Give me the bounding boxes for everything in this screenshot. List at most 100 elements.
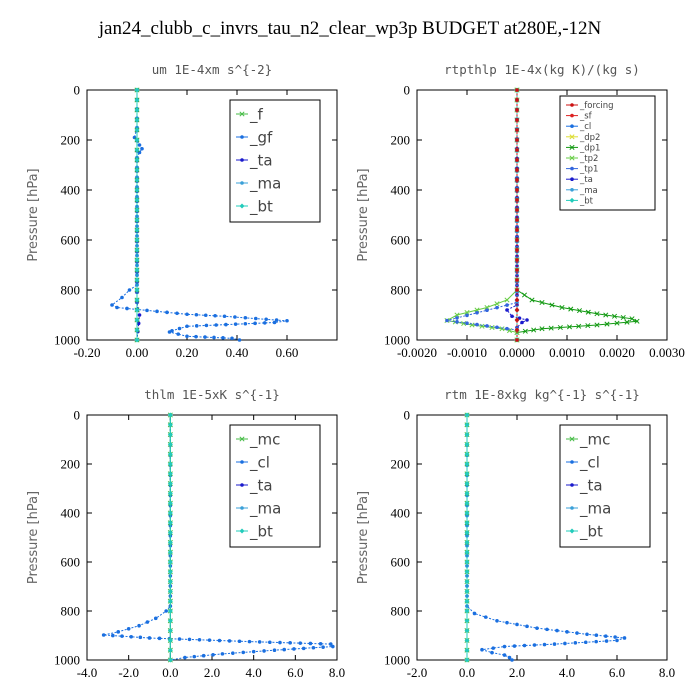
data-point <box>461 320 467 327</box>
legend-label: _cl <box>579 454 600 473</box>
data-point <box>464 432 470 438</box>
legend-item: _ta <box>236 152 273 171</box>
data-point <box>217 638 222 643</box>
data-point <box>127 288 132 292</box>
data-point <box>614 320 620 326</box>
data-point <box>167 539 173 545</box>
legend-label: _ma <box>579 186 598 196</box>
data-point <box>594 322 600 328</box>
data-point <box>167 559 173 565</box>
data-point <box>145 308 149 313</box>
data-point <box>594 639 598 644</box>
data-point <box>257 640 262 644</box>
legend-swatch-marker <box>569 436 575 442</box>
data-point <box>192 654 197 659</box>
legend-item: _ta <box>236 477 273 496</box>
data-point <box>134 107 140 113</box>
data-point <box>233 322 238 326</box>
y-tick-label: 400 <box>61 183 81 198</box>
data-point <box>495 325 499 330</box>
data-point <box>545 627 549 632</box>
data-point <box>535 626 539 630</box>
legend-label: _ta <box>579 175 593 185</box>
legend-item: _cl <box>566 122 591 132</box>
series-line <box>446 90 518 340</box>
legend-label: _bt <box>249 523 273 542</box>
data-point <box>629 316 635 322</box>
legend-label: _bt <box>249 198 273 217</box>
data-point <box>483 615 488 619</box>
legend-frame <box>559 95 656 211</box>
data-point <box>134 297 140 303</box>
legend-swatch-marker <box>239 528 245 534</box>
data-point <box>134 197 140 203</box>
legend-item: _ma <box>236 175 281 194</box>
legend-item: _sf <box>566 112 593 122</box>
data-point <box>611 313 618 319</box>
data-point <box>563 641 567 646</box>
y-tick-label: 200 <box>61 133 81 148</box>
chart-panel-1: um 1E-4xm s^{-2} Pressure [hPa] 0 200 400 600… <box>26 62 338 360</box>
data-point <box>634 318 640 324</box>
y-tick-label: 1000 <box>54 333 80 348</box>
data-point <box>134 267 140 273</box>
data-point <box>167 330 172 334</box>
data-point <box>515 158 519 162</box>
data-point <box>515 118 519 122</box>
data-point <box>201 653 206 658</box>
data-point <box>134 187 140 193</box>
figure-title: jan24_clubb_c_invrs_tau_n2_clear_wp3p BU… <box>98 18 602 39</box>
data-point <box>495 619 499 623</box>
data-point <box>125 306 129 311</box>
panel-title: rtm 1E-8xkg kg^{-1} s^{-1} <box>444 387 640 402</box>
panel-title: rtpthlp 1E-4x(kg K)/(kg s) <box>444 62 640 77</box>
data-point <box>515 318 519 322</box>
data-point <box>480 647 484 652</box>
data-point <box>268 640 272 645</box>
data-point <box>484 304 490 311</box>
legend-label: _sf <box>579 112 593 122</box>
legend-swatch-marker <box>240 483 244 487</box>
legend-item: _tp1 <box>566 165 598 175</box>
legend-label: _tp2 <box>579 154 598 164</box>
y-axis-label: Pressure [hPa] <box>356 491 371 584</box>
data-point <box>137 313 142 317</box>
data-point <box>585 309 591 315</box>
data-point <box>134 97 140 103</box>
y-tick-label: 1000 <box>384 653 410 668</box>
data-point <box>167 471 173 477</box>
data-point <box>522 643 527 648</box>
data-point <box>134 127 140 133</box>
legend-label: _mc <box>579 431 610 450</box>
legend: _mc _cl _ta _ma _bt <box>559 424 651 548</box>
data-point <box>145 620 150 624</box>
data-point <box>231 651 235 655</box>
data-point <box>464 608 470 614</box>
y-tick-label: 800 <box>61 604 81 619</box>
data-point <box>129 634 133 639</box>
data-point <box>464 422 470 428</box>
legend-label: _gf <box>249 129 273 148</box>
legend-swatch-marker <box>570 177 574 181</box>
data-point <box>207 638 212 642</box>
data-point <box>134 337 140 343</box>
legend-label: _ma <box>249 500 281 519</box>
data-point <box>243 321 248 326</box>
data-point <box>604 321 610 327</box>
data-point <box>157 636 162 641</box>
data-point <box>464 510 470 516</box>
x-tick-label: 8.0 <box>659 665 675 680</box>
data-point <box>134 317 140 323</box>
data-point <box>167 637 173 643</box>
data-point <box>224 322 228 327</box>
data-point <box>576 323 582 329</box>
data-point <box>539 299 545 306</box>
data-point <box>624 319 630 325</box>
data-point <box>134 167 140 173</box>
data-point <box>565 630 569 634</box>
legend-frame <box>229 424 321 548</box>
legend: _f _gf _ta _ma _bt <box>229 99 321 223</box>
x-tick-label: 6.0 <box>287 665 303 680</box>
data-point <box>211 652 215 657</box>
data-point <box>253 321 257 326</box>
